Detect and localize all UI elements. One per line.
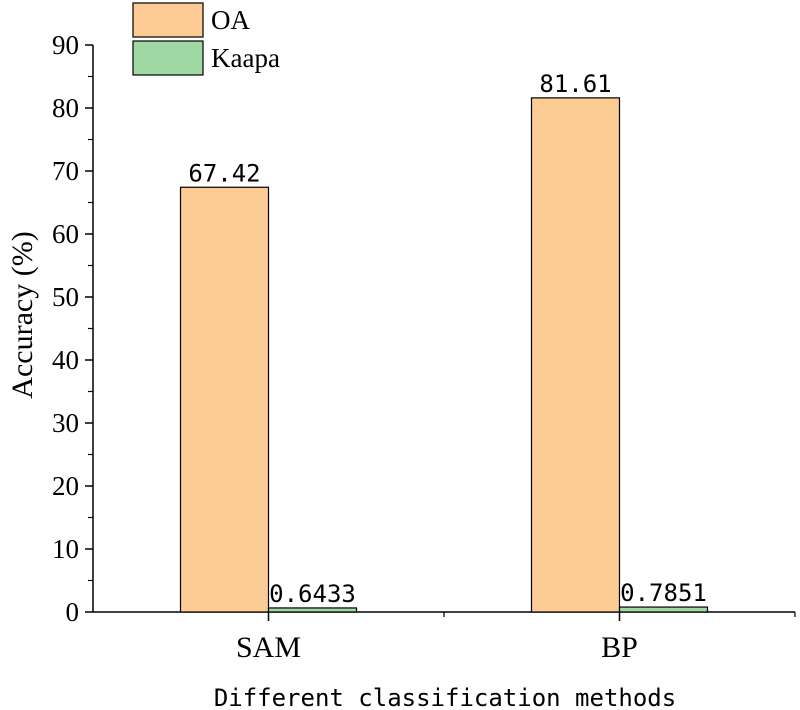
data-labels: 67.42 0.6433 81.61 0.7851 (188, 70, 706, 608)
y-tick-label: 50 (52, 282, 79, 312)
y-tick-label: 70 (52, 156, 79, 186)
y-tick-label: 10 (52, 534, 79, 564)
legend-swatch-oa (132, 2, 204, 38)
x-axis-title: Different classification methods (214, 684, 676, 710)
y-tick-label: 40 (52, 345, 79, 375)
y-tick-label: 60 (52, 219, 79, 249)
bar-oa-bp (530, 97, 621, 613)
y-tick-label: 90 (52, 30, 79, 60)
y-axis: 0 10 20 30 40 50 60 70 80 90 (52, 30, 94, 627)
data-label-oa-sam: 67.42 (188, 159, 260, 187)
data-label-kaapa-bp: 0.7851 (620, 579, 707, 607)
bar-kaapa-sam (267, 607, 358, 613)
bar-oa-sam (179, 186, 270, 613)
y-tick-label: 80 (52, 93, 79, 123)
bars (179, 97, 709, 613)
bar-kaapa-bp (618, 606, 709, 613)
x-axis: SAM BP (93, 611, 796, 664)
x-tick-label: BP (601, 631, 638, 664)
legend-label-oa: OA (211, 5, 250, 35)
y-tick-label: 0 (66, 597, 80, 627)
x-tick-label: SAM (236, 631, 301, 664)
data-label-oa-bp: 81.61 (539, 70, 611, 98)
data-label-kaapa-sam: 0.6433 (269, 580, 356, 608)
legend: OA Kaapa (132, 2, 280, 76)
legend-swatch-kaapa (132, 40, 204, 76)
legend-label-kaapa: Kaapa (211, 43, 280, 73)
y-tick-label: 30 (52, 408, 79, 438)
y-tick-label: 20 (52, 471, 79, 501)
y-axis-title: Accuracy (%) (6, 231, 39, 398)
